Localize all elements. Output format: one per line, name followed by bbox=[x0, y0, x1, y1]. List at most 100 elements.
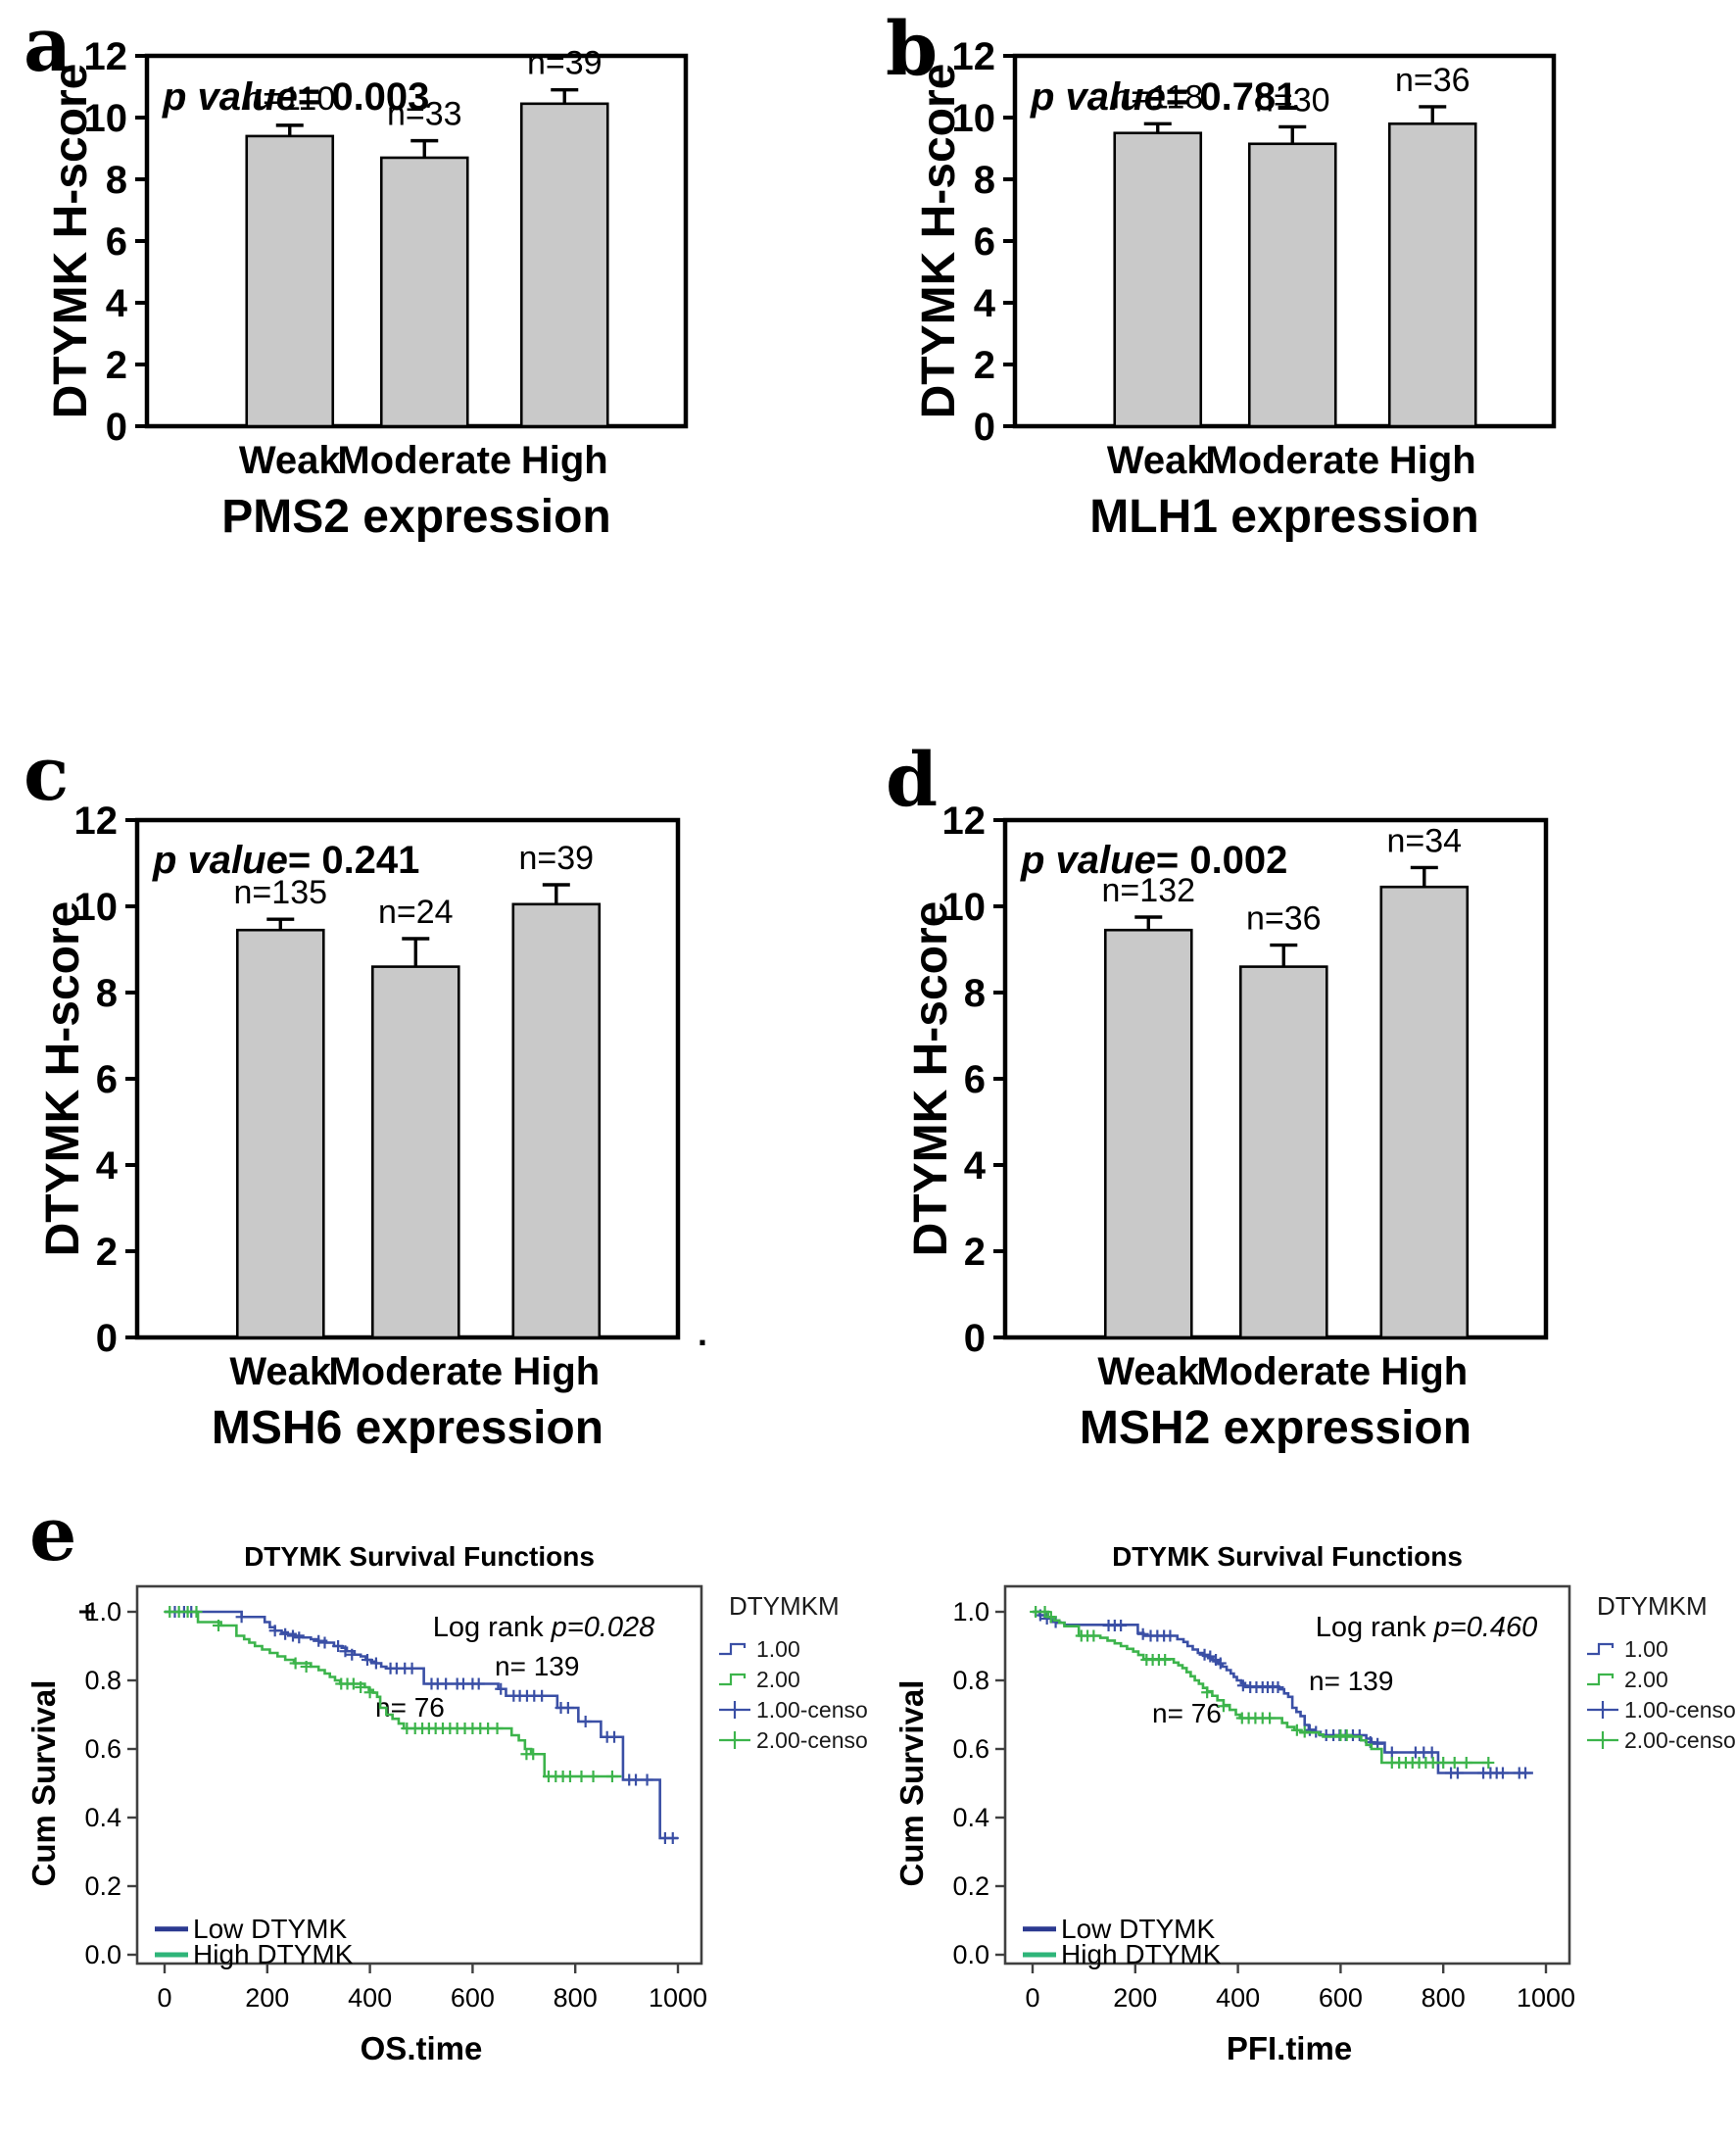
x-axis-label: PFI.time bbox=[1227, 2030, 1352, 2066]
inner-legend-label: Low DTYMK bbox=[1061, 1914, 1215, 1944]
panel-letter-b: b bbox=[886, 5, 939, 92]
y-tick-label: 8 bbox=[106, 159, 127, 202]
category-label: High bbox=[1389, 439, 1476, 482]
panel-letter-c: c bbox=[24, 730, 70, 817]
legend-item-1-00: 1.00 bbox=[1587, 1636, 1668, 1662]
n-label: n=135 bbox=[234, 874, 328, 911]
panel-letter-d: d bbox=[886, 736, 939, 823]
y-axis-label: DTYMK H-score bbox=[913, 64, 965, 419]
trailing-dot: . bbox=[698, 1313, 707, 1353]
panel-e-survival-plots: DTYMK Survival Functions 0.0 0.2 0.4 0.6 0.8 1… bbox=[0, 1509, 1736, 2136]
bar-moderate bbox=[1238, 965, 1328, 1339]
bar-weak bbox=[245, 134, 335, 428]
inner-legend-label: High DTYMK bbox=[1061, 1939, 1222, 1969]
category-label: Moderate bbox=[1196, 1350, 1371, 1393]
x-tick-label: 1000 bbox=[649, 1983, 707, 2013]
panel-b-bar-chart-mlh1: 0 2 4 6 8 10 12 n=118 Weak n=30 Moderate n=36 High p … bbox=[868, 0, 1736, 730]
inner-legend-high: High DTYMK bbox=[155, 1939, 354, 1969]
category-label: Moderate bbox=[337, 439, 511, 482]
p-value-label: p value= 0.002 bbox=[1020, 839, 1287, 882]
y-tick-label: 0.8 bbox=[84, 1666, 121, 1695]
x-tick-label: 0 bbox=[157, 1983, 171, 2013]
inner-legend-low: Low DTYMK bbox=[155, 1914, 347, 1944]
legend-item-label: 2.00-censored bbox=[1624, 1727, 1736, 1753]
bar-weak bbox=[235, 928, 325, 1339]
y-tick-label: 4 bbox=[96, 1144, 119, 1188]
y-tick-label: 0.0 bbox=[952, 1940, 989, 1969]
y-tick-label: 2 bbox=[974, 344, 995, 387]
inner-legend-high: High DTYMK bbox=[1023, 1939, 1222, 1969]
y-tick-label: 12 bbox=[952, 35, 996, 78]
n-label: n=24 bbox=[378, 894, 454, 931]
y-tick-label: 4 bbox=[974, 282, 996, 325]
bar-weak bbox=[1103, 928, 1193, 1339]
legend-item-label: 2.00-censored bbox=[756, 1727, 868, 1753]
n-low-label: n= 139 bbox=[495, 1651, 579, 1681]
bar-chart-msh2: 0 2 4 6 8 10 12 n=132 Weak n=36 Moderate n=34 High p … bbox=[905, 800, 1549, 1454]
p-value-label: p value= 0.003 bbox=[162, 75, 429, 119]
y-tick-label: 10 bbox=[952, 97, 996, 140]
bar-moderate bbox=[379, 156, 469, 428]
y-axis-label: DTYMK H-score bbox=[45, 64, 97, 419]
km-curve-low-dtymk bbox=[165, 1610, 678, 1840]
n-label: n=39 bbox=[527, 45, 603, 82]
inner-legend-label: High DTYMK bbox=[193, 1939, 354, 1969]
category-label: Moderate bbox=[1205, 439, 1379, 482]
y-tick-label: 6 bbox=[106, 220, 127, 264]
y-tick-label: 0 bbox=[974, 406, 995, 449]
legend-item-label: 1.00-censored bbox=[756, 1697, 868, 1723]
bar-weak bbox=[1113, 131, 1203, 428]
n-label: n=33 bbox=[387, 96, 462, 133]
legend-item-2-00: 2.00 bbox=[719, 1667, 800, 1692]
y-tick-label: 12 bbox=[942, 800, 987, 843]
category-label: Moderate bbox=[328, 1350, 503, 1393]
inner-legend-label: Low DTYMK bbox=[193, 1914, 347, 1944]
censor-marks-high-dtymk bbox=[164, 1606, 618, 1782]
y-tick-label: 2 bbox=[964, 1231, 986, 1274]
y-tick-label: 0.4 bbox=[952, 1803, 989, 1832]
chart-title: DTYMK Survival Functions bbox=[1112, 1541, 1463, 1572]
legend-header: DTYMKM bbox=[729, 1591, 840, 1621]
y-tick-label: 12 bbox=[84, 35, 128, 78]
category-label: High bbox=[512, 1350, 600, 1393]
logrank-label: Log rank p=0.028 bbox=[433, 1612, 655, 1643]
panel-a-bar-chart-pms2: 0 2 4 6 8 10 12 n=110 Weak n=33 Moderate n=39 High p … bbox=[0, 0, 868, 730]
legend-item-1-00-censored: 1.00-censored bbox=[1587, 1697, 1736, 1723]
legend-item-1-00-censored: 1.00-censored bbox=[719, 1697, 868, 1723]
bar-chart-pms2: 0 2 4 6 8 10 12 n=110 Weak n=33 Moderate n=39 High p … bbox=[45, 35, 689, 543]
legend-item-label: 2.00 bbox=[756, 1667, 800, 1692]
x-tick-label: 600 bbox=[451, 1983, 495, 2013]
y-tick-label: 4 bbox=[106, 282, 128, 325]
bar-moderate bbox=[370, 965, 460, 1339]
n-label: n=34 bbox=[1387, 822, 1463, 859]
y-tick-label: 0 bbox=[96, 1317, 118, 1360]
y-tick-label: 8 bbox=[964, 972, 986, 1015]
x-axis-label: MLH1 expression bbox=[1089, 491, 1478, 543]
y-tick-label: 1.0 bbox=[952, 1597, 989, 1626]
category-label: Weak bbox=[1107, 439, 1210, 482]
chart-title: DTYMK Survival Functions bbox=[244, 1541, 595, 1572]
legend-step-icon bbox=[719, 1642, 747, 1656]
plot-box bbox=[135, 1584, 703, 1966]
y-tick-label: 0.8 bbox=[952, 1666, 989, 1695]
legend-item-label: 1.00-censored bbox=[1624, 1697, 1736, 1723]
n-low-label: n= 139 bbox=[1309, 1666, 1393, 1696]
y-tick-label: 8 bbox=[96, 972, 118, 1015]
km-plot-pfi-time: DTYMK Survival Functions 0.0 0.2 0.4 0.6 0.8 1… bbox=[893, 1541, 1736, 2066]
censor-marks-low-dtymk bbox=[1034, 1609, 1532, 1779]
n-label: n=118 bbox=[1112, 78, 1203, 116]
x-tick-label: 600 bbox=[1319, 1983, 1363, 2013]
n-label: n=110 bbox=[244, 80, 335, 118]
logrank-label: Log rank p=0.460 bbox=[1316, 1612, 1538, 1643]
x-tick-label: 200 bbox=[1113, 1983, 1157, 2013]
y-tick-label: 6 bbox=[974, 220, 995, 264]
y-axis-label: DTYMK H-score bbox=[905, 901, 957, 1257]
x-tick-label: 800 bbox=[1422, 1983, 1466, 2013]
n-label: n=132 bbox=[1102, 872, 1196, 909]
n-label: n=36 bbox=[1395, 62, 1471, 99]
legend-step-icon bbox=[719, 1673, 747, 1686]
x-axis-label: PMS2 expression bbox=[221, 491, 611, 543]
y-tick-label: 6 bbox=[964, 1058, 986, 1101]
y-tick-label: 6 bbox=[96, 1058, 118, 1101]
